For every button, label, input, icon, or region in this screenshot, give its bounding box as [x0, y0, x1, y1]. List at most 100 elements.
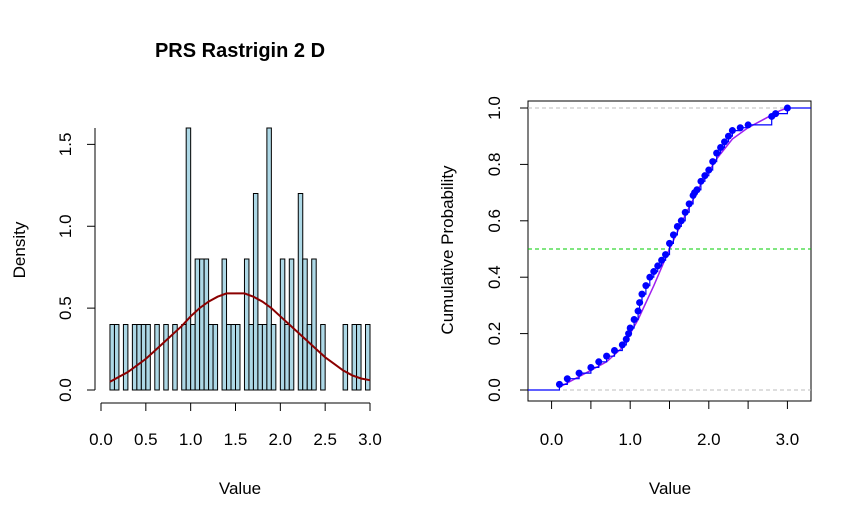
y-tick-label: 1.0 — [56, 214, 75, 238]
histogram-bar — [297, 193, 304, 391]
histogram-bar — [365, 324, 371, 391]
ecdf-point — [610, 347, 618, 355]
x-tick-label: 0.0 — [540, 430, 564, 449]
ecdf-point — [622, 335, 630, 343]
histogram-bar — [270, 324, 277, 391]
histogram-bar — [163, 324, 169, 391]
ecdf-point — [728, 127, 736, 135]
ecdf-point — [654, 262, 662, 270]
histogram-bar — [208, 324, 214, 391]
ecdf-point — [638, 290, 646, 298]
ecdf-point — [681, 208, 689, 216]
ecdf-point — [662, 251, 670, 259]
histogram-bar — [154, 324, 160, 391]
y-tick-label: 0.8 — [485, 153, 504, 177]
ecdf-point — [721, 138, 729, 146]
histogram-bar — [311, 258, 317, 391]
x-tick-label: 0.5 — [134, 430, 158, 449]
histogram-bar — [172, 324, 178, 391]
ecdf-point — [575, 369, 583, 377]
histogram-bar — [221, 258, 228, 391]
x-tick-label: 0.0 — [89, 430, 113, 449]
histogram-bar — [243, 258, 250, 391]
ecdf-point — [555, 380, 563, 388]
ecdf-point — [736, 124, 744, 132]
y-tick-label: 1.0 — [485, 96, 504, 120]
histogram-bar — [279, 258, 286, 391]
y-ticks: 0.0 0.2 0.4 0.6 0.8 1.0 — [485, 96, 528, 402]
ecdf-point — [658, 256, 666, 264]
cdf-panel: 0.0 1.0 2.0 3.0 0.0 0.2 0.4 0.6 0.8 1.0 Value Cu… — [438, 96, 812, 498]
histogram-bar — [140, 324, 147, 391]
y-tick-label: 1.5 — [56, 133, 75, 157]
ecdf-point — [677, 217, 685, 225]
histogram-bar — [235, 324, 241, 391]
ecdf-point — [634, 307, 642, 315]
x-tick-label: 1.0 — [179, 430, 203, 449]
histogram-bar — [252, 193, 259, 391]
x-tick-label: 3.0 — [776, 430, 800, 449]
histogram-bar — [185, 127, 192, 391]
ecdf-point — [717, 143, 725, 151]
x-tick-label: 2.5 — [313, 430, 337, 449]
x-tick-label: 3.0 — [358, 430, 382, 449]
histogram-bar — [131, 324, 138, 391]
histogram-bar — [257, 324, 263, 391]
ecdf-point — [618, 341, 626, 349]
histogram-bar — [181, 324, 187, 391]
ecdf-point — [650, 268, 658, 276]
x-ticks: 0.0 1.0 2.0 3.0 — [540, 401, 799, 449]
ecdf-point — [636, 299, 644, 307]
histogram-bars — [109, 127, 371, 391]
x-tick-label: 1.5 — [224, 430, 248, 449]
histogram-bar — [351, 324, 358, 391]
ecdf-point — [709, 158, 717, 166]
x-tick-label: 1.0 — [618, 430, 642, 449]
ecdf-point — [705, 166, 713, 174]
histogram-bar — [190, 324, 196, 391]
ecdf-point — [701, 172, 709, 180]
ecdf-point — [666, 239, 673, 247]
histogram-bar — [212, 324, 219, 391]
x-ticks: 0.0 0.5 1.0 1.5 2.0 2.5 3.0 — [89, 403, 382, 449]
ecdf-point — [724, 132, 732, 140]
ecdf-point — [669, 231, 677, 239]
histogram-bar — [230, 324, 236, 391]
histogram-panel: PRS Rastrigin 2 D 0.0 0.5 1.0 1.5 2.0 2.5 3.0 … — [10, 40, 382, 498]
y-tick-label: 0.4 — [485, 265, 504, 289]
histogram-bar — [284, 324, 290, 391]
ecdf-point — [697, 177, 705, 185]
ecdf-point — [587, 363, 595, 371]
y-tick-label: 0.6 — [485, 209, 504, 233]
x-tick-label: 2.0 — [697, 430, 721, 449]
y-axis-label: Cumulative Probability — [438, 165, 457, 335]
y-axis-label: Density — [10, 221, 29, 278]
ecdf-point — [630, 316, 638, 323]
histogram-bar — [122, 324, 129, 391]
histogram-bar — [113, 324, 120, 391]
histogram-bar — [302, 258, 308, 391]
y-tick-label: 0.5 — [56, 296, 75, 320]
ecdf-point — [685, 200, 693, 208]
histogram-bar — [136, 324, 142, 391]
y-tick-label: 0.2 — [485, 322, 504, 346]
ecdf-point — [646, 273, 654, 281]
y-ticks: 0.0 0.5 1.0 1.5 — [56, 133, 95, 402]
ecdf-point — [595, 358, 603, 366]
histogram-bar — [248, 324, 254, 391]
ecdf-point — [744, 121, 752, 129]
ecdf-point — [603, 352, 611, 360]
cdf-series — [528, 104, 811, 391]
histogram-bar — [306, 324, 313, 391]
ecdf-point — [673, 222, 681, 230]
ecdf-point — [625, 330, 633, 338]
histogram-bar — [356, 324, 362, 391]
ecdf-point — [642, 282, 650, 290]
density-curve — [109, 292, 371, 383]
ecdf-point — [563, 375, 571, 383]
x-axis-label: Value — [649, 479, 691, 498]
histogram-bar — [194, 258, 201, 391]
ecdf-point — [772, 110, 780, 118]
y-tick-label: 0.0 — [485, 378, 504, 402]
